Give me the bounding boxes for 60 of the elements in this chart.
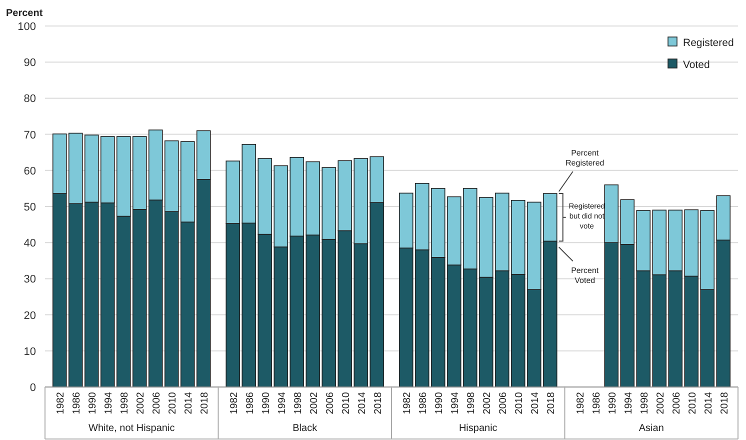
x-tick-label: 1990: [260, 392, 272, 414]
x-tick-label: 2014: [530, 392, 542, 414]
x-tick-label: 2018: [719, 392, 730, 414]
y-tick-label: 0: [30, 382, 36, 394]
x-tick-label: 1982: [56, 392, 67, 414]
y-tick-label: 80: [24, 93, 36, 106]
x-tick-label: 2006: [671, 392, 682, 414]
x-tick-label: 1990: [88, 392, 99, 414]
x-tick-label: 1982: [402, 392, 414, 414]
x-tick-label: 1994: [104, 392, 115, 414]
x-tick-label: 2014: [356, 392, 368, 414]
x-tick-label: 1982: [575, 392, 586, 414]
x-tick-label: 1998: [292, 392, 304, 414]
x-tick-label: 2010: [687, 392, 698, 414]
x-tick-label: 1994: [450, 392, 462, 414]
x-tick-label: 1994: [623, 392, 634, 414]
x-tick-label: 2014: [703, 392, 714, 414]
x-tick-label: 2018: [546, 392, 558, 414]
x-tick-label: 1998: [120, 392, 131, 414]
x-tick-label: 1986: [591, 392, 602, 414]
x-tick-label: 1990: [434, 392, 446, 414]
y-tick-label: 30: [24, 274, 36, 286]
annotation: Percent Registered: [566, 148, 604, 168]
y-tick-label: 20: [24, 310, 36, 322]
text: White, not Hispanic: [88, 423, 175, 434]
x-tick-label: 2006: [498, 392, 510, 414]
x-tick-label: 2002: [136, 392, 147, 414]
x-tick-label: 1986: [244, 392, 256, 414]
y-axis-title: Percent: [6, 8, 44, 19]
x-tick-label: 1990: [607, 392, 618, 414]
x-tick-label: 1982: [228, 392, 240, 414]
x-tick-label: 1994: [276, 392, 288, 414]
x-tick-label: 1998: [639, 392, 650, 414]
y-tick-label: 40: [24, 238, 36, 250]
x-tick-label: 2010: [514, 392, 526, 414]
y-tick-label: 100: [18, 21, 36, 33]
x-tick-label: 2006: [324, 392, 336, 414]
text: Hispanic: [458, 423, 498, 434]
legend-label: Registered: [683, 37, 734, 49]
y-tick-label: 60: [24, 165, 36, 178]
x-tick-label: 2002: [308, 392, 320, 414]
x-tick-label: 2002: [482, 392, 494, 414]
x-tick-label: 2002: [655, 392, 666, 414]
x-tick-label: 2010: [168, 392, 179, 414]
x-tick-label: 2018: [200, 392, 211, 414]
x-tick-label: 2010: [340, 392, 352, 414]
y-tick-label: 70: [24, 129, 36, 142]
x-tick-label: 1986: [72, 392, 83, 414]
x-tick-label: 2006: [152, 392, 163, 414]
legend-label: Voted: [683, 59, 710, 71]
text: Asian: [638, 423, 664, 434]
text: Black: [292, 423, 318, 434]
x-tick-label: 2018: [372, 392, 384, 414]
annotation: Percent Voted: [571, 266, 600, 286]
y-tick-label: 10: [24, 346, 36, 358]
x-tick-label: 1998: [466, 392, 478, 414]
y-tick-label: 90: [24, 57, 36, 70]
y-tick-label: 50: [24, 202, 36, 214]
x-tick-label: 1986: [418, 392, 430, 414]
x-tick-label: 2014: [184, 392, 195, 414]
